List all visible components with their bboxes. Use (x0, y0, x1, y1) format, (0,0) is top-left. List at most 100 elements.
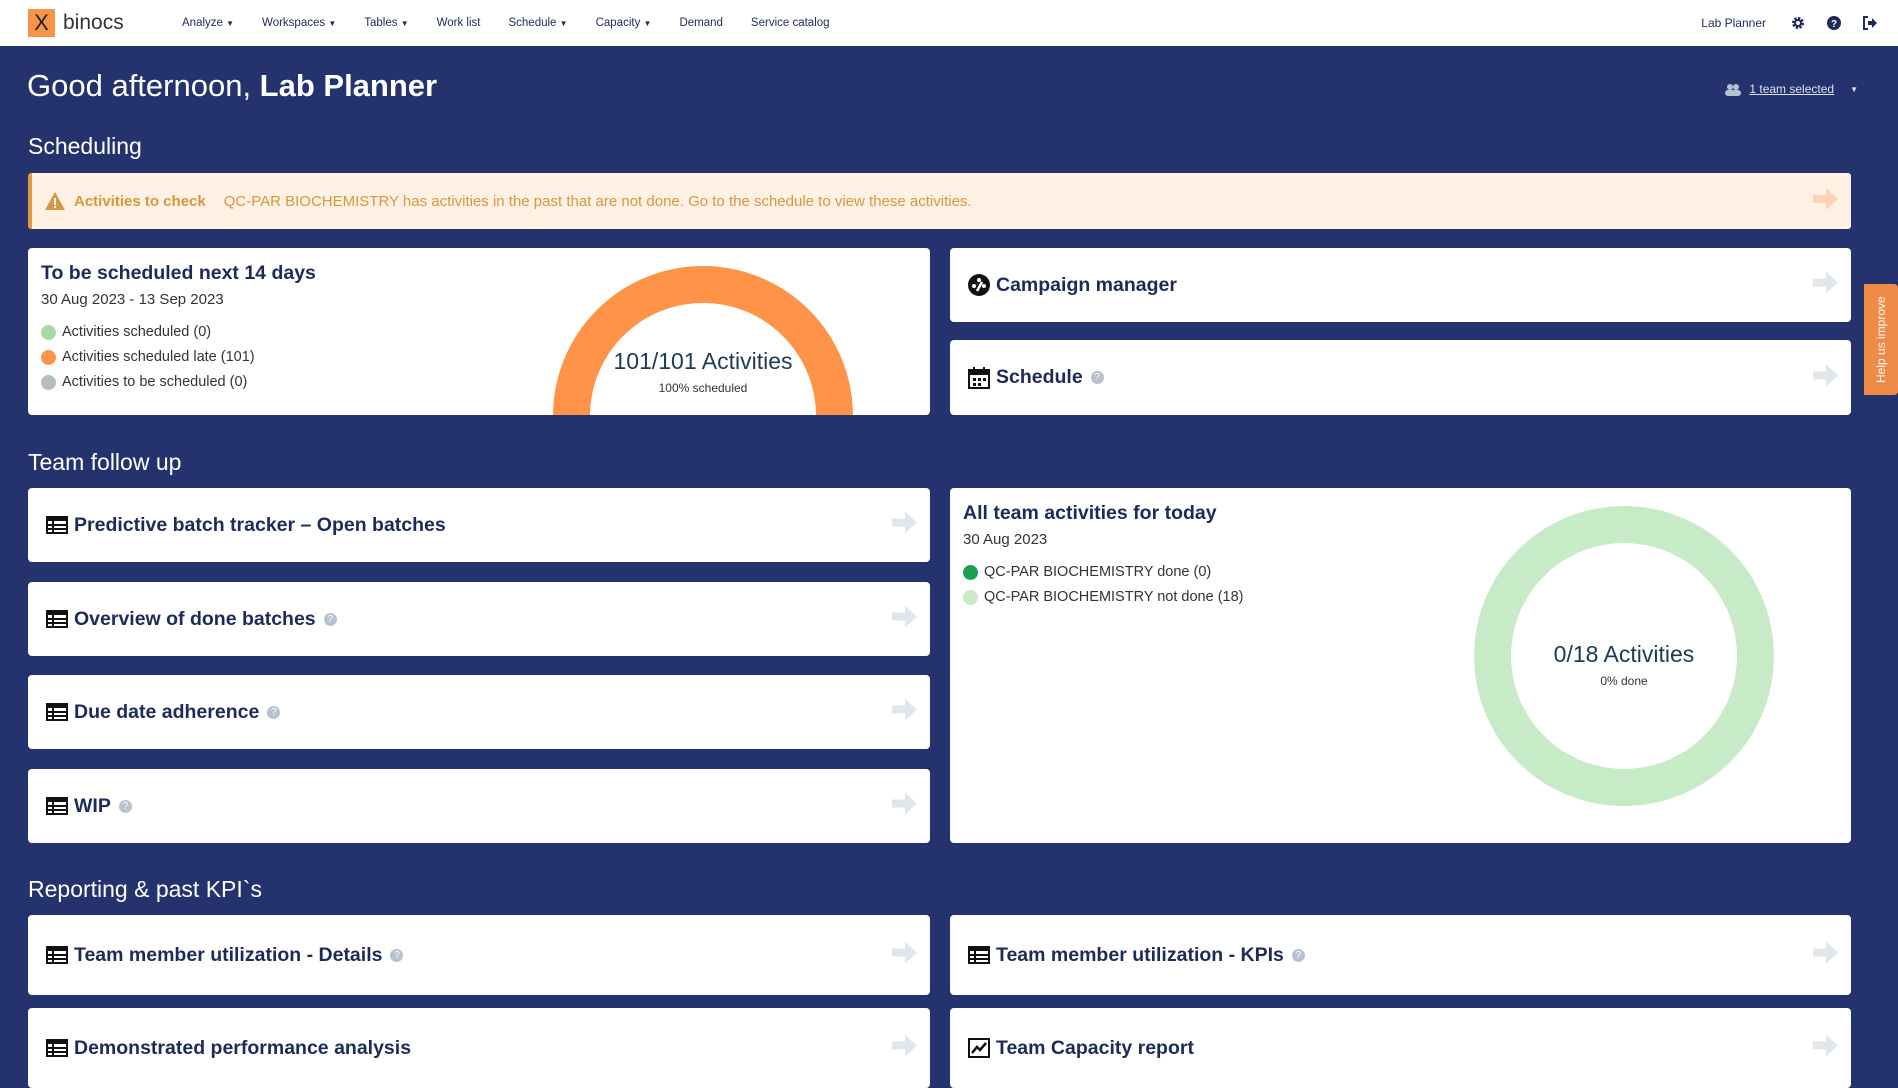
caret-down-icon: ▼ (226, 19, 235, 28)
card-title: Predictive batch tracker – Open batches (74, 513, 446, 536)
card-title: Campaign manager (996, 273, 1177, 296)
nav-item-label: Capacity (595, 17, 641, 29)
warning-icon (45, 192, 65, 210)
help-circle-icon[interactable]: ? (118, 799, 132, 813)
help-icon[interactable]: ? (1826, 15, 1842, 31)
section-scheduling: Scheduling (28, 133, 142, 159)
help-circle-icon[interactable]: ? (1291, 948, 1305, 962)
nav-item-schedule[interactable]: Schedule ▼ (508, 17, 567, 29)
caret-down-icon: ▼ (559, 19, 568, 28)
link-card[interactable]: Team Capacity report (950, 1008, 1851, 1088)
table-icon (46, 796, 68, 816)
dashboard-icon (968, 274, 990, 296)
link-card[interactable]: Predictive batch tracker – Open batches (28, 488, 930, 562)
legend-item[interactable]: Activities to be scheduled (0) (41, 374, 316, 390)
users-icon (1725, 83, 1742, 96)
table-icon (46, 945, 68, 965)
arrow-right-icon[interactable] (890, 510, 918, 541)
section-team-follow-up: Team follow up (28, 449, 182, 475)
table-icon (968, 945, 990, 965)
table-icon (46, 515, 68, 535)
help-circle-icon[interactable]: ? (323, 612, 337, 626)
today-activities-card[interactable]: All team activities for today 30 Aug 202… (950, 488, 1851, 843)
caret-down-icon: ▼ (328, 19, 337, 28)
legend-item[interactable]: QC-PAR BIOCHEMISTRY done (0) (963, 564, 1243, 580)
nav-item-label: Work list (436, 17, 481, 29)
help-circle-icon[interactable]: ? (1090, 371, 1104, 384)
chart-icon (968, 1038, 990, 1058)
link-card[interactable]: Team member utilization - Details? (28, 915, 930, 995)
nav-item-capacity[interactable]: Capacity ▼ (596, 17, 652, 29)
legend-item[interactable]: Activities scheduled (0) (41, 324, 316, 340)
card-title: Overview of done batches (74, 607, 316, 630)
arrow-right-icon[interactable] (890, 697, 918, 728)
table-icon (46, 702, 68, 722)
help-us-improve-tab[interactable]: Help us improve (1864, 284, 1898, 395)
nav-item-service-catalog[interactable]: Service catalog (751, 17, 830, 29)
caret-down-icon: ▼ (400, 19, 409, 28)
legend-item[interactable]: QC-PAR BIOCHEMISTRY not done (18) (963, 589, 1243, 605)
card-title: All team activities for today (963, 502, 1217, 524)
arrow-right-icon[interactable] (890, 604, 918, 635)
table-icon (46, 1038, 68, 1058)
link-card[interactable]: Demonstrated performance analysis (28, 1008, 930, 1088)
nav-item-label: Tables (364, 17, 398, 29)
user-name[interactable]: Lab Planner (1701, 16, 1766, 30)
logout-icon[interactable] (1862, 15, 1878, 31)
arrow-right-icon[interactable] (1811, 1033, 1839, 1064)
nav-item-tables[interactable]: Tables ▼ (364, 17, 408, 29)
donut-center-value: 101/101 Activities (613, 348, 793, 374)
link-card[interactable]: Overview of done batches? (28, 582, 930, 656)
caret-down-icon[interactable]: ▼ (1850, 84, 1858, 94)
nav-item-demand[interactable]: Demand (679, 17, 722, 29)
legend-dot (963, 589, 978, 605)
date: 30 Aug 2023 (963, 531, 1048, 548)
today-donut (1474, 506, 1774, 806)
legend-dot (963, 564, 978, 580)
arrow-right-icon[interactable] (1811, 362, 1839, 393)
legend-label: QC-PAR BIOCHEMISTRY done (0) (984, 564, 1212, 580)
top-navbar: X binocs Analyze ▼ Workspaces ▼ Tables ▼ Wo… (0, 0, 1898, 46)
nav-item-label: Demand (679, 17, 723, 29)
gear-icon[interactable] (1790, 15, 1806, 31)
help-circle-icon[interactable]: ? (267, 705, 281, 719)
arrow-right-icon[interactable] (1811, 186, 1839, 216)
arrow-right-icon[interactable] (890, 791, 918, 822)
card-title: WIP (74, 794, 111, 817)
nav-item-work-list[interactable]: Work list (437, 17, 481, 29)
arrow-right-icon[interactable] (1811, 270, 1839, 301)
legend-dot (41, 374, 56, 390)
card-title: Team Capacity report (996, 1036, 1194, 1059)
greeting-name: Lab Planner (259, 68, 438, 103)
nav-item-analyze[interactable]: Analyze ▼ (182, 17, 234, 29)
arrow-right-icon[interactable] (890, 1033, 918, 1064)
arrow-right-icon[interactable] (1811, 940, 1839, 971)
legend-item[interactable]: Activities scheduled late (101) (41, 349, 316, 365)
card-title: Team member utilization - KPIs (996, 943, 1284, 966)
legend-label: Activities to be scheduled (0) (62, 374, 248, 390)
main-menu: Analyze ▼ Workspaces ▼ Tables ▼ Work list Sc… (182, 0, 858, 46)
help-circle-icon[interactable]: ? (390, 948, 404, 962)
nav-item-label: Analyze (182, 17, 223, 29)
link-card[interactable]: WIP? (28, 769, 930, 843)
svg-text:?: ? (1831, 19, 1837, 30)
legend-label: Activities scheduled (0) (62, 324, 212, 340)
card-title: Due date adherence (74, 700, 260, 723)
caret-down-icon: ▼ (643, 19, 652, 28)
card-title: Demonstrated performance analysis (74, 1036, 412, 1059)
nav-item-label: Workspaces (262, 17, 326, 29)
link-card[interactable]: Due date adherence? (28, 675, 930, 749)
schedule-card[interactable]: Schedule ? (950, 340, 1851, 415)
scheduled-card[interactable]: To be scheduled next 14 days 30 Aug 2023… (28, 248, 930, 415)
table-icon (46, 609, 68, 629)
campaign-manager-card[interactable]: Campaign manager (950, 248, 1851, 322)
team-selector[interactable]: 1 team selected ▼ (1725, 82, 1858, 96)
logo-text: binocs (63, 11, 124, 34)
logo[interactable]: X binocs (28, 9, 124, 37)
arrow-right-icon[interactable] (890, 940, 918, 971)
nav-item-workspaces[interactable]: Workspaces ▼ (262, 17, 336, 29)
nav-item-label: Service catalog (750, 17, 830, 29)
warning-banner[interactable]: Activities to check QC-PAR BIOCHEMISTRY … (28, 173, 1851, 229)
link-card[interactable]: Team member utilization - KPIs? (950, 915, 1851, 995)
team-selector-label[interactable]: 1 team selected (1749, 82, 1835, 96)
